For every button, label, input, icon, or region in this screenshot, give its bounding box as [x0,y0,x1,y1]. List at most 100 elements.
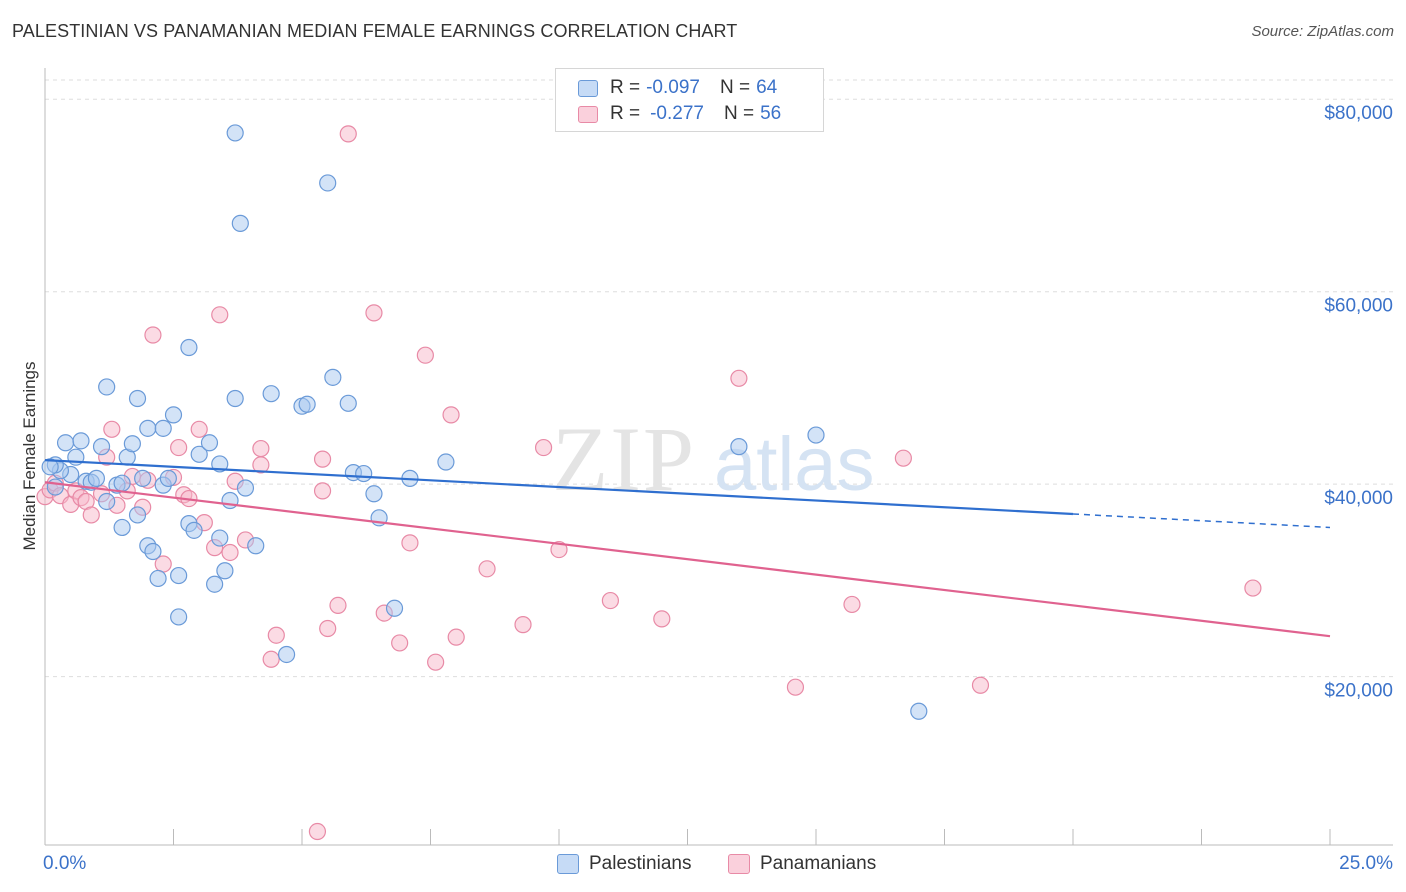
n-value: 56 [760,103,782,124]
panamanians-point [267,626,285,644]
tick-labels: $20,000 $40,000 $60,000 $80,000 0.0% 25.0% [43,103,1393,874]
y-tick-label: $60,000 [1324,296,1393,317]
axes [44,68,1393,846]
palestinians-point [226,389,244,408]
palestinians-point [730,438,748,456]
palestinians-point [128,506,147,524]
palestinians-point [144,542,162,561]
palestinians-point [180,338,198,357]
palestinian-swatch [578,79,598,97]
palestinians-point [113,518,131,537]
palestinians-point [339,394,357,412]
panamanians-point [653,610,671,628]
panamanians-point [329,596,347,614]
panamanians-point [478,560,496,578]
palestinians-point [324,368,342,386]
palestinians-point [385,599,404,617]
palestinians-point [56,434,75,452]
panamanians-point [550,540,568,559]
r-label: R = [610,103,641,124]
panamanians-point [971,676,990,694]
panamanians-trend-line [44,481,1331,638]
palestinians-point [437,453,455,471]
palestinians-point [113,474,131,492]
palestinians-point [46,478,64,496]
panamanians-point [313,450,332,468]
panamanians-point [894,449,912,467]
palestinians-point [200,434,219,452]
y-tick-label: $80,000 [1324,103,1393,124]
palestinian-legend-label: Palestinians [589,853,692,874]
n-label: N = [719,77,751,98]
palestinians-point [211,455,229,473]
source-label: Source: ZipAtlas.com [1251,23,1394,40]
palestinians-point [216,562,234,580]
panamanians-point [103,420,121,438]
x-tick-label-max: 25.0% [1339,853,1393,874]
panamanians-point [391,634,409,652]
palestinians-point [98,492,116,511]
panamanians-point [319,619,337,638]
r-value: -0.097 [646,77,700,98]
panamanians-point [252,456,270,474]
palestinians-point [247,537,265,555]
trend-lines [44,458,1331,638]
palestinians-point [170,608,188,626]
panamanians-point [843,595,861,614]
panamanians-point [144,326,162,344]
panamanians-point [252,439,270,458]
watermark-atlas: atlas [714,422,875,507]
y-axis-label: Median Female Earnings [20,362,39,551]
palestinians-point [72,432,90,450]
palestinians-point [298,395,316,413]
panamanians-point [170,438,188,457]
stats-legend: R = -0.097 N = 64 R = -0.277 N = 56 [555,68,824,132]
panamanians-point [401,534,419,552]
palestinians-point [226,124,244,142]
palestinians-point [262,385,280,403]
palestinians-point [164,406,183,424]
r-value: -0.277 [650,103,704,124]
panamanians-point [365,304,383,322]
panamanians-point [82,506,100,524]
panamanians-point [1244,579,1262,597]
legend-row-panamanians: R = -0.277 N = 56 [578,102,801,126]
palestinians-point [159,469,177,487]
palestinian-legend-swatch [557,854,579,874]
palestinians-point [87,469,106,487]
panamanians-point [442,406,460,424]
panamanian-legend-swatch [728,854,750,874]
legend-item-palestinians: Palestinians [557,851,691,877]
palestinians-point [134,469,152,487]
palestinians-point [355,464,373,483]
x-tick-label-min: 0.0% [43,853,86,874]
palestinians-point [123,435,141,453]
watermark-zip: ZIP [552,408,696,510]
palestinians-point [41,458,59,476]
palestinians-point [206,575,224,593]
panamanian-legend-label: Panamanians [760,853,877,874]
r-label: R = [610,77,641,98]
y-tick-label: $20,000 [1324,681,1393,702]
gridlines [45,79,1393,678]
palestinians-point [154,419,172,437]
panamanians-point [221,543,239,562]
palestinians-point [185,521,203,539]
y-tick-label: $40,000 [1324,488,1393,509]
panamanians-point [308,822,327,841]
palestinians-point [92,438,111,456]
panamanians-point [211,306,229,324]
panamanian-swatch [578,105,598,123]
palestinians-trend-line [44,458,1074,516]
palestinians-point [365,485,383,503]
n-label: N = [723,103,755,124]
panamanians-point [262,650,280,668]
palestinians-point [149,569,167,588]
panamanians-point [339,125,357,143]
palestinians-point [231,214,249,232]
legend-item-panamanians: Panamanians [728,851,876,877]
palestinians-point [211,529,229,547]
chart-title: PALESTINIAN VS PANAMANIAN MEDIAN FEMALE … [12,21,738,41]
panamanians-point [730,369,748,387]
